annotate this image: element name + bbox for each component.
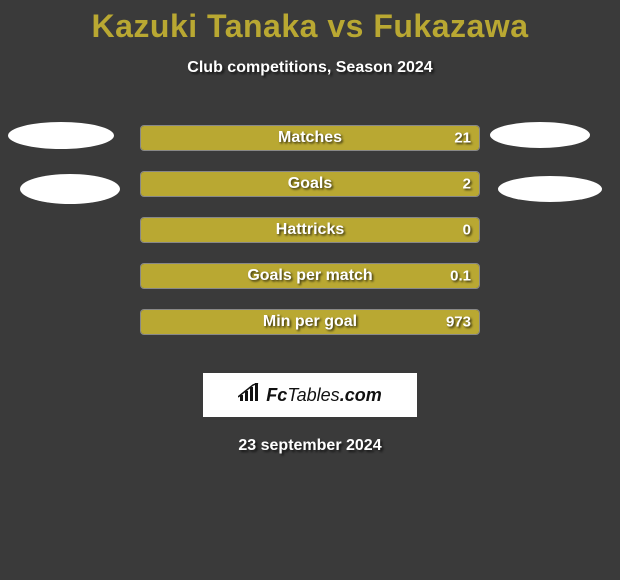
date-text: 23 september 2024 [0,437,620,455]
stat-label: Matches [278,129,342,147]
stat-row: Hattricks 0 [0,207,620,253]
stat-label: Goals per match [247,267,372,285]
stat-value-right: 0 [463,222,471,239]
logo-text: FcTables.com [266,385,381,406]
stat-bar: Goals 2 [140,171,480,197]
decorative-ellipse [8,122,114,149]
stat-bar: Hattricks 0 [140,217,480,243]
fctables-logo: FcTables.com [203,373,417,417]
stat-value-right: 2 [463,176,471,193]
stat-label: Min per goal [263,313,357,331]
comparison-chart: Matches 21 Goals 2 Hattricks 0 Goals per match… [0,115,620,345]
decorative-ellipse [20,174,120,204]
stat-value-right: 21 [454,130,471,147]
stat-row: Goals per match 0.1 [0,253,620,299]
stat-bar: Matches 21 [140,125,480,151]
stat-bar: Goals per match 0.1 [140,263,480,289]
stat-label: Hattricks [276,221,344,239]
decorative-ellipse [498,176,602,202]
page-title: Kazuki Tanaka vs Fukazawa [0,0,620,45]
stat-value-right: 0.1 [450,268,471,285]
stat-value-right: 973 [446,314,471,331]
logo-text-bold: Fc [266,385,287,405]
logo-text-suffix: .com [340,385,382,405]
stat-bar: Min per goal 973 [140,309,480,335]
decorative-ellipse [490,122,590,148]
subtitle: Club competitions, Season 2024 [0,59,620,77]
stat-row: Min per goal 973 [0,299,620,345]
stat-label: Goals [288,175,332,193]
chart-icon [238,383,260,408]
logo-text-light: Tables [287,385,339,405]
